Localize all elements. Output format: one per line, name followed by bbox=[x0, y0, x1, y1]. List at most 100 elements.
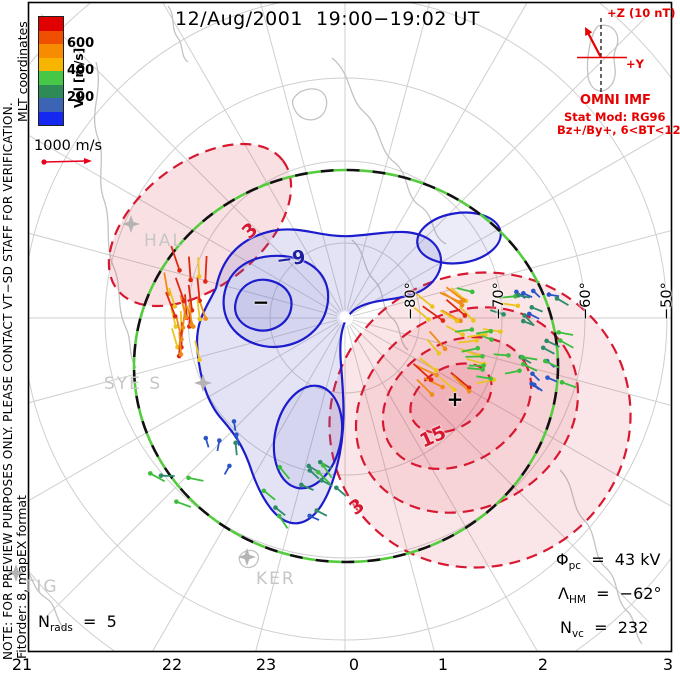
velocity-vector bbox=[278, 515, 289, 529]
vector-origin-dot bbox=[481, 363, 486, 368]
latitude-tick-label: −50° bbox=[659, 282, 675, 320]
velocity-vector bbox=[522, 356, 538, 361]
velocity-vector bbox=[450, 371, 470, 389]
fitorder-note: FitOrder: 8, mapEX format bbox=[14, 495, 29, 659]
velocity-vector bbox=[546, 340, 560, 348]
mlt-tick-label: 21 bbox=[11, 655, 33, 674]
vector-origin-dot bbox=[530, 288, 536, 294]
velocity-vector bbox=[196, 277, 201, 301]
velocity-vector bbox=[322, 464, 333, 479]
mlt-tick-label: 0 bbox=[348, 655, 360, 674]
vector-origin-dot bbox=[514, 289, 519, 295]
vector-origin-dot bbox=[466, 385, 472, 390]
vector-origin-dot bbox=[319, 478, 324, 483]
vector-origin-dot bbox=[203, 316, 208, 321]
velocity-vector bbox=[197, 257, 201, 277]
velocity-vector bbox=[187, 256, 192, 281]
vector-origin-dot bbox=[175, 344, 180, 350]
station-star-icon bbox=[122, 215, 140, 233]
velocity-vector bbox=[171, 328, 179, 348]
station-label: SYE S bbox=[104, 374, 163, 394]
vector-origin-dot bbox=[542, 358, 548, 364]
vector-origin-dot bbox=[498, 329, 503, 334]
vector-origin-dot bbox=[178, 352, 184, 357]
mlt-coordinates-label: MLT coordinates bbox=[15, 21, 30, 122]
vector-origin-dot bbox=[273, 505, 278, 510]
vector-origin-dot bbox=[306, 463, 312, 469]
velocity-vector bbox=[178, 332, 182, 355]
vector-origin-dot bbox=[276, 513, 282, 519]
vector-origin-dot bbox=[317, 459, 323, 465]
vector-origin-dot bbox=[174, 499, 179, 504]
imf-conditions-label: Bz+/By+, 6<BT<12 bbox=[557, 123, 680, 137]
vector-origin-dot bbox=[529, 381, 534, 387]
velocity-vector bbox=[476, 375, 491, 380]
mlt-tick-label: 2 bbox=[537, 655, 549, 674]
velocity-vector bbox=[460, 348, 479, 357]
velocity-vector bbox=[412, 363, 432, 381]
velocity-vector bbox=[561, 381, 577, 389]
vector-origin-dot bbox=[520, 318, 526, 324]
vector-origin-dot bbox=[227, 463, 232, 469]
velocity-vector bbox=[467, 333, 486, 338]
vector-origin-dot bbox=[440, 318, 446, 323]
vector-origin-dot bbox=[442, 346, 448, 352]
velocity-vector bbox=[465, 355, 483, 358]
velocity-vector bbox=[170, 245, 181, 271]
vector-origin-dot bbox=[426, 317, 431, 322]
vector-origin-dot bbox=[429, 304, 435, 309]
velocity-vector bbox=[413, 306, 430, 321]
vector-origin-dot bbox=[515, 303, 521, 309]
station-star-icon bbox=[194, 374, 212, 392]
pole-dot bbox=[339, 311, 351, 323]
velocity-vector bbox=[188, 476, 204, 482]
station-star-icon bbox=[238, 548, 256, 566]
velocity-colorbar bbox=[38, 16, 64, 126]
velocity-vector bbox=[174, 277, 185, 302]
station-label: KER bbox=[256, 569, 296, 589]
imf-z-label: +Z (10 nT) bbox=[607, 6, 676, 20]
preview-note: NOTE: FOR PREVIEW PURPOSES ONLY. PLEASE … bbox=[1, 102, 15, 660]
vector-origin-dot bbox=[188, 277, 193, 283]
vector-origin-dot bbox=[469, 327, 475, 332]
colorbar-tick-200: 200 bbox=[67, 90, 95, 105]
velocity-vector bbox=[544, 360, 560, 369]
contour-line bbox=[328, 271, 632, 569]
velocity-vector bbox=[522, 363, 538, 372]
vector-origin-dot bbox=[189, 322, 194, 328]
vector-origin-dot bbox=[186, 475, 191, 481]
vector-origin-dot bbox=[488, 328, 494, 334]
velocity-vector bbox=[439, 376, 456, 391]
vector-origin-dot bbox=[261, 488, 267, 494]
vector-origin-dot bbox=[483, 331, 488, 337]
vector-origin-dot bbox=[540, 345, 546, 351]
imf-dial bbox=[577, 18, 627, 92]
vector-origin-dot bbox=[314, 508, 319, 513]
velocity-vector bbox=[461, 347, 478, 353]
velocity-vector bbox=[182, 305, 187, 328]
contour-value-label: + bbox=[446, 387, 464, 411]
latitude-tick-label: −70° bbox=[491, 282, 507, 320]
velocity-vector bbox=[176, 500, 192, 508]
vector-origin-dot bbox=[233, 440, 238, 446]
velocity-vector bbox=[458, 305, 474, 322]
velocity-vector bbox=[439, 309, 458, 322]
colorbar-tick-400: 400 bbox=[67, 63, 95, 78]
vector-origin-dot bbox=[158, 473, 164, 478]
mlt-tick-label: 23 bbox=[255, 655, 277, 674]
velocity-vector bbox=[493, 353, 509, 357]
station-star-icon bbox=[7, 564, 25, 582]
vector-origin-dot bbox=[489, 337, 494, 342]
vector-origin-dot bbox=[546, 292, 552, 297]
colorbar-segment bbox=[39, 84, 63, 98]
velocity-vector bbox=[263, 490, 276, 501]
vector-origin-dot bbox=[554, 296, 560, 301]
vector-origin-dot bbox=[203, 279, 208, 284]
colorbar-segment bbox=[39, 30, 63, 44]
vector-origin-dot bbox=[516, 293, 521, 298]
vector-origin-dot bbox=[529, 305, 535, 310]
colorbar-title: Vel [m/s] bbox=[72, 47, 86, 108]
